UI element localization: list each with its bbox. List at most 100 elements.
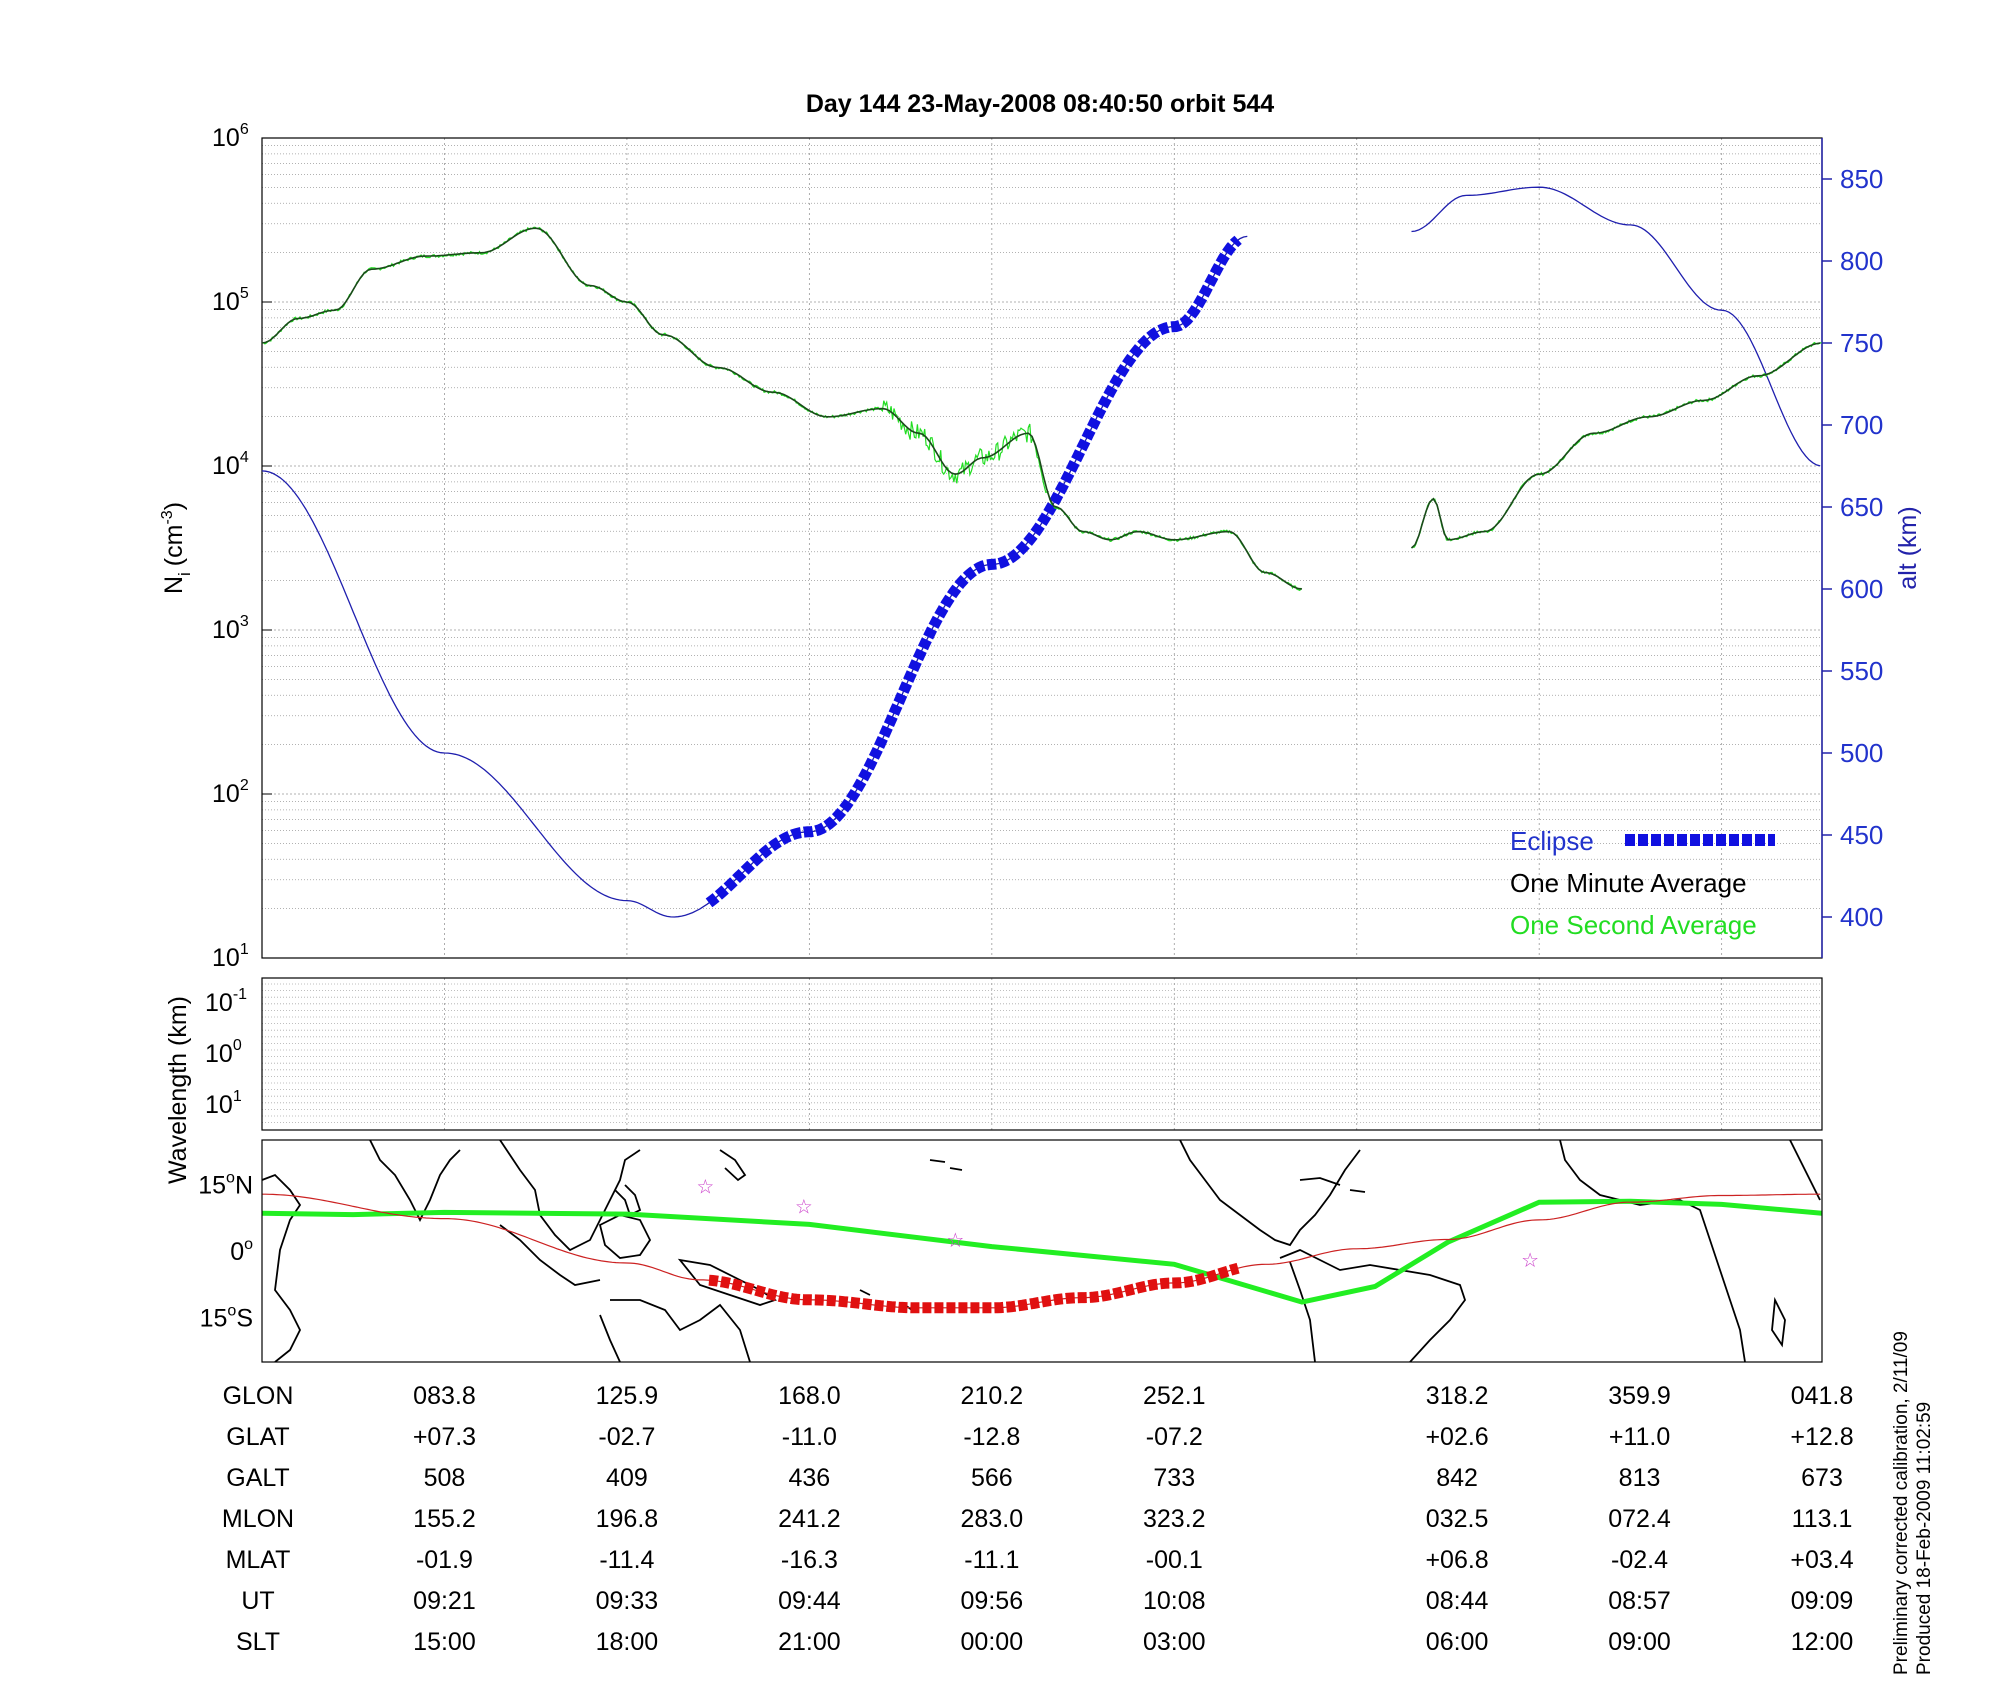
y2-tick-label: 800 <box>1840 246 1883 276</box>
table-cell: 08:57 <box>1608 1587 1671 1615</box>
legend-eclipse-label: Eclipse <box>1510 826 1594 856</box>
chart-title: Day 144 23-May-2008 08:40:50 orbit 544 <box>806 90 1274 118</box>
latitude-tick-degree: o <box>226 1169 235 1186</box>
table-cell: -00.1 <box>1146 1546 1203 1574</box>
table-cell: -11.0 <box>782 1423 837 1451</box>
table-row-label: GLAT <box>226 1423 289 1451</box>
table-cell: 072.4 <box>1608 1505 1671 1533</box>
table-cell: 323.2 <box>1143 1505 1206 1533</box>
legend-one-minute-label: One Minute Average <box>1510 868 1747 898</box>
wavelength-frame <box>261 977 1823 1131</box>
table-row-label: SLT <box>236 1628 280 1656</box>
orbit-track-line <box>262 1193 1821 1309</box>
y2-tick-label: 850 <box>1840 164 1883 194</box>
wavelength-tick-exponent: 1 <box>233 1088 242 1105</box>
table-cell: 196.8 <box>596 1505 659 1533</box>
y-tick-base: 10 <box>212 124 240 152</box>
table-row-label: MLON <box>222 1505 294 1533</box>
table-cell: 113.1 <box>1792 1505 1853 1533</box>
map-tracks: ☆ ☆ ☆ ☆ <box>262 1177 1822 1314</box>
one-minute-line-1 <box>262 227 1303 590</box>
table-cell: 06:00 <box>1426 1628 1489 1656</box>
table-cell: 409 <box>606 1464 648 1492</box>
wavelength-tick-base: 10 <box>205 1091 233 1119</box>
map-frame <box>261 1139 1823 1363</box>
table-cell: 09:21 <box>413 1587 476 1615</box>
table-cell: 842 <box>1436 1464 1478 1492</box>
coastline-east-africa <box>1789 1140 1821 1201</box>
latitude-tick-degree: o <box>244 1236 253 1253</box>
table-cell: 210.2 <box>961 1382 1024 1410</box>
table-cell: -12.8 <box>963 1423 1020 1451</box>
table-cell: 318.2 <box>1426 1382 1489 1410</box>
ylabel-subscript: i <box>175 572 194 576</box>
table-row-label: UT <box>241 1587 274 1615</box>
table-cell: -07.2 <box>1146 1423 1203 1451</box>
density-series <box>262 226 1822 592</box>
table-cell: 252.1 <box>1143 1382 1206 1410</box>
y-tick-base: 10 <box>212 780 240 808</box>
table-cell: -02.4 <box>1611 1546 1668 1574</box>
y-axis-label-right: alt (km) <box>1894 506 1922 589</box>
table-cell: 03:00 <box>1143 1628 1206 1656</box>
coastline-caribbean <box>1299 1177 1366 1193</box>
latitude-tick-label: 0o <box>230 1236 253 1266</box>
table-cell: 673 <box>1801 1464 1843 1492</box>
table-cell: 08:44 <box>1426 1587 1489 1615</box>
y2-tick-label: 650 <box>1840 492 1883 522</box>
table-cell: 09:56 <box>961 1587 1024 1615</box>
wavelength-axis-label: Wavelength (km) <box>164 996 192 1184</box>
coastline-india <box>369 1140 461 1223</box>
table-row-label: GALT <box>226 1464 289 1492</box>
latitude-tick-hemisphere: S <box>236 1305 253 1333</box>
y-tick-base: 10 <box>212 944 240 972</box>
table-cell: 18:00 <box>596 1628 659 1656</box>
table-cell: 10:08 <box>1143 1587 1206 1615</box>
latitude-tick-value: 15 <box>200 1305 228 1333</box>
y-tick-label: 104 <box>212 449 249 480</box>
table-cell: -16.3 <box>781 1546 838 1574</box>
table-cell: -02.7 <box>598 1423 655 1451</box>
coastline-pacific-islands <box>859 1159 963 1311</box>
footnote-line2: Produced 18-Feb-2009 11:02:59 <box>1914 1402 1935 1675</box>
y2-tick-label: 600 <box>1840 574 1883 604</box>
table-cell: +02.6 <box>1425 1423 1488 1451</box>
latitude-tick-value: 15 <box>198 1171 226 1199</box>
latitude-tick-degree: o <box>227 1303 236 1320</box>
table-cell: 508 <box>424 1464 466 1492</box>
table-cell: 168.0 <box>778 1382 841 1410</box>
ephemeris-table: GLON GLAT GALT MLON MLAT UT SLT 083.8 +07.3 508 15… <box>222 1382 1854 1656</box>
table-cell: 155.2 <box>413 1505 476 1533</box>
table-cell: 813 <box>1619 1464 1661 1492</box>
table-row-label: MLAT <box>226 1546 291 1574</box>
y-tick-label: 101 <box>212 941 249 972</box>
latitude-tick-hemisphere: N <box>235 1171 253 1199</box>
y2-tick-label: 500 <box>1840 738 1883 768</box>
coastline-southeast-asia <box>499 1140 641 1252</box>
y-tick-label: 103 <box>212 613 249 644</box>
y-tick-base: 10 <box>212 616 240 644</box>
table-cell: 032.5 <box>1426 1505 1489 1533</box>
y-tick-exponent: 2 <box>240 777 249 794</box>
table-cell: 083.8 <box>413 1382 476 1410</box>
ylabel-symbol: N <box>160 576 188 594</box>
footnote: Preliminary corrected calibration, 2/11/… <box>1891 1331 1935 1675</box>
wavelength-tick-label: 101 <box>205 1088 242 1119</box>
wavelength-tick-label: 10-1 <box>205 986 247 1017</box>
y-tick-exponent: 5 <box>240 285 249 302</box>
magnetic-equator-line <box>262 1198 1822 1305</box>
coastlines <box>262 1140 1821 1362</box>
table-cell: 733 <box>1153 1464 1195 1492</box>
ylabel-unit-close: ) <box>160 502 188 510</box>
y-tick-exponent: 1 <box>240 941 249 958</box>
table-cell: 15:00 <box>413 1628 476 1656</box>
coastline-north-america <box>1179 1140 1361 1247</box>
wavelength-tick-base: 10 <box>205 989 233 1017</box>
table-cell: 241.2 <box>778 1505 841 1533</box>
table-cell: 09:33 <box>596 1587 659 1615</box>
